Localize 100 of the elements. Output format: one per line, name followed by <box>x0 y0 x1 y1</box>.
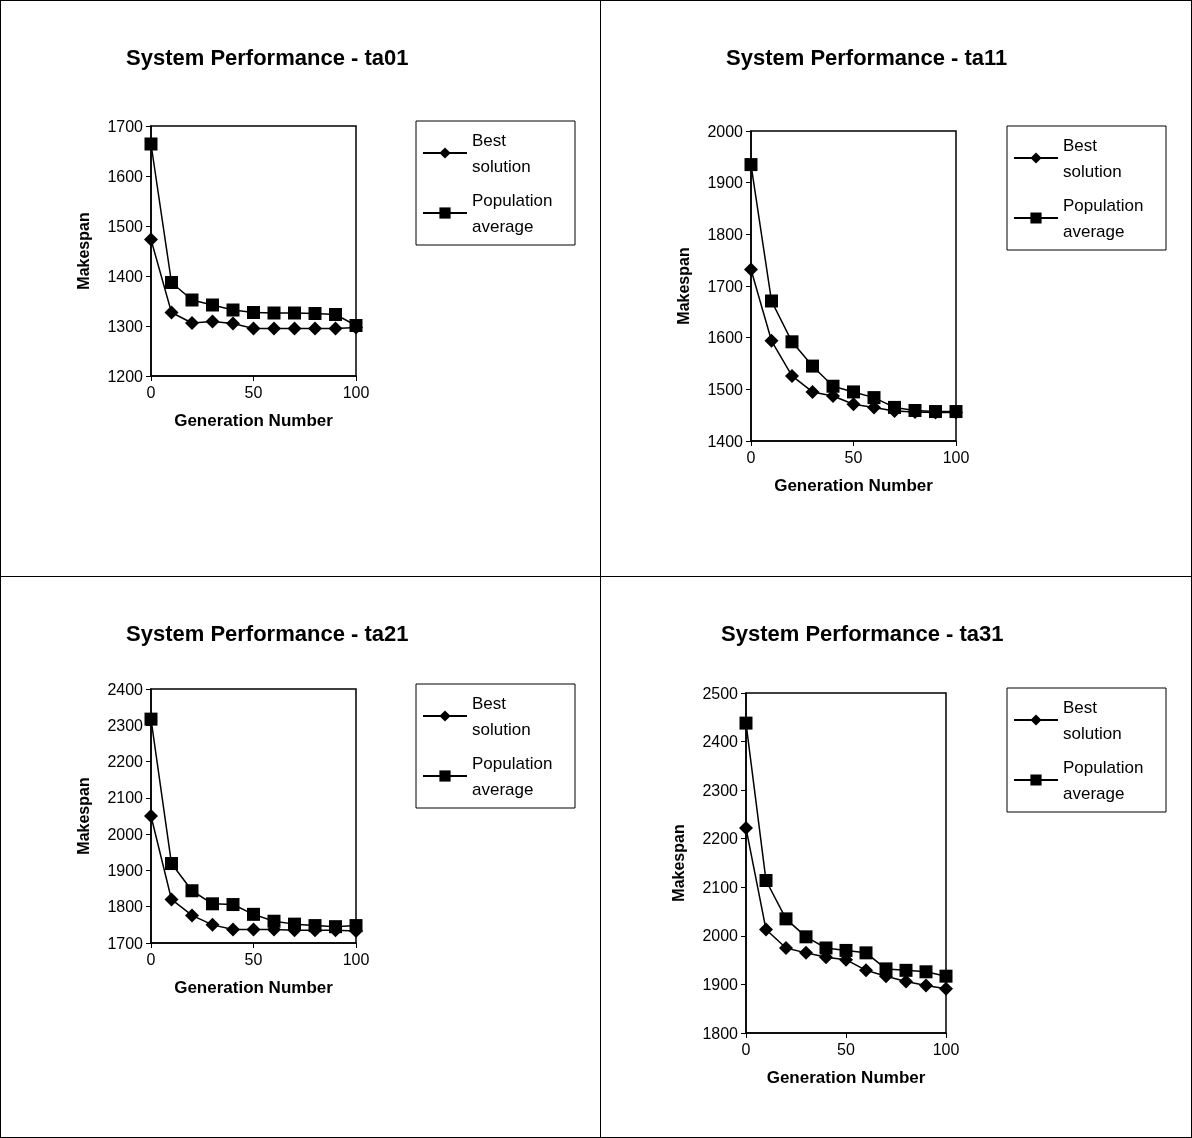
point <box>226 922 240 937</box>
point <box>806 359 819 373</box>
x-tick-label: 100 <box>932 1040 960 1058</box>
legend-label: Population average <box>1063 757 1149 803</box>
point <box>308 919 322 933</box>
point <box>847 385 860 399</box>
point <box>144 137 158 151</box>
point <box>859 946 873 960</box>
point <box>879 962 893 976</box>
x-tick-label: 100 <box>342 950 370 968</box>
point <box>267 321 281 336</box>
x-tick-label: 50 <box>244 950 263 968</box>
y-tick-label: 1600 <box>107 167 144 185</box>
point <box>165 857 178 871</box>
point <box>764 333 779 348</box>
point <box>867 391 881 405</box>
point <box>206 897 219 911</box>
legend-label: Population average <box>472 753 558 799</box>
point <box>328 321 343 336</box>
point <box>164 892 179 907</box>
y-tick-label: 1500 <box>707 380 744 398</box>
point <box>785 335 799 349</box>
point <box>329 920 342 934</box>
legend-label: Best solution <box>472 130 531 176</box>
x-tick-label: 50 <box>844 448 863 466</box>
y-tick-label: 1800 <box>702 1024 739 1042</box>
point <box>246 321 261 336</box>
y-tick-label: 2200 <box>107 753 144 771</box>
point <box>308 321 322 336</box>
point <box>144 809 158 823</box>
x-tick-label: 100 <box>342 383 370 401</box>
point <box>759 922 773 937</box>
point <box>739 821 753 836</box>
chart-title: System Performance - ta31 <box>721 620 1004 646</box>
x-tick-label: 0 <box>146 950 156 968</box>
y-tick-label: 1700 <box>107 934 144 952</box>
y-tick-label: 2000 <box>707 122 744 140</box>
x-tick-label: 50 <box>837 1040 855 1058</box>
point <box>164 305 179 320</box>
x-axis-title: Generation Number <box>774 476 934 495</box>
point <box>839 943 853 957</box>
point <box>899 963 913 977</box>
y-tick-label: 2400 <box>107 680 144 698</box>
point <box>226 316 240 331</box>
chart-title: System Performance - ta01 <box>126 44 409 70</box>
point <box>185 884 199 898</box>
point <box>859 963 873 978</box>
y-tick-label: 2100 <box>702 878 739 896</box>
y-tick-label: 2000 <box>702 927 739 945</box>
point <box>246 922 261 937</box>
point <box>888 400 901 414</box>
x-axis-title: Generation Number <box>174 978 334 997</box>
point <box>206 298 219 312</box>
y-tick-label: 1300 <box>107 317 144 335</box>
y-axis-title: Makespan <box>674 247 692 325</box>
y-tick-label: 2300 <box>702 781 739 799</box>
y-tick-label: 1800 <box>707 225 744 243</box>
point <box>267 306 281 320</box>
x-axis-title: Generation Number <box>174 411 334 430</box>
point <box>919 965 933 979</box>
point <box>785 368 799 383</box>
point <box>826 379 840 393</box>
point <box>779 912 793 926</box>
point <box>185 908 199 923</box>
y-tick-label: 1900 <box>107 861 144 879</box>
point <box>267 914 281 928</box>
point <box>287 321 302 336</box>
point <box>799 930 813 944</box>
point <box>205 917 220 932</box>
y-tick-label: 1500 <box>107 217 144 235</box>
x-tick-label: 0 <box>746 448 756 466</box>
point <box>919 978 933 993</box>
point <box>185 293 199 307</box>
x-tick-label: 0 <box>146 383 156 401</box>
point <box>226 303 240 317</box>
legend-label: Best solution <box>1063 135 1122 181</box>
point <box>939 969 953 983</box>
point <box>805 384 820 399</box>
y-tick-label: 1200 <box>107 367 144 385</box>
y-tick-label: 1900 <box>702 975 739 993</box>
y-tick-label: 2300 <box>107 716 144 734</box>
point <box>779 941 793 955</box>
x-tick-label: 50 <box>244 383 263 401</box>
point <box>144 712 158 726</box>
point <box>899 974 913 989</box>
y-tick-label: 1400 <box>707 432 744 450</box>
legend-label: Population average <box>472 190 558 236</box>
point <box>205 314 220 329</box>
y-tick-label: 1400 <box>107 267 144 285</box>
x-axis-title: Generation Number <box>766 1068 926 1087</box>
point <box>288 306 301 320</box>
point <box>846 397 861 412</box>
point <box>247 907 260 921</box>
point <box>308 307 322 320</box>
y-axis-title: Makespan <box>669 824 687 902</box>
point <box>744 158 758 172</box>
point <box>144 232 158 247</box>
y-tick-label: 1600 <box>707 329 744 347</box>
point <box>939 981 953 996</box>
x-tick-label: 100 <box>942 448 970 466</box>
